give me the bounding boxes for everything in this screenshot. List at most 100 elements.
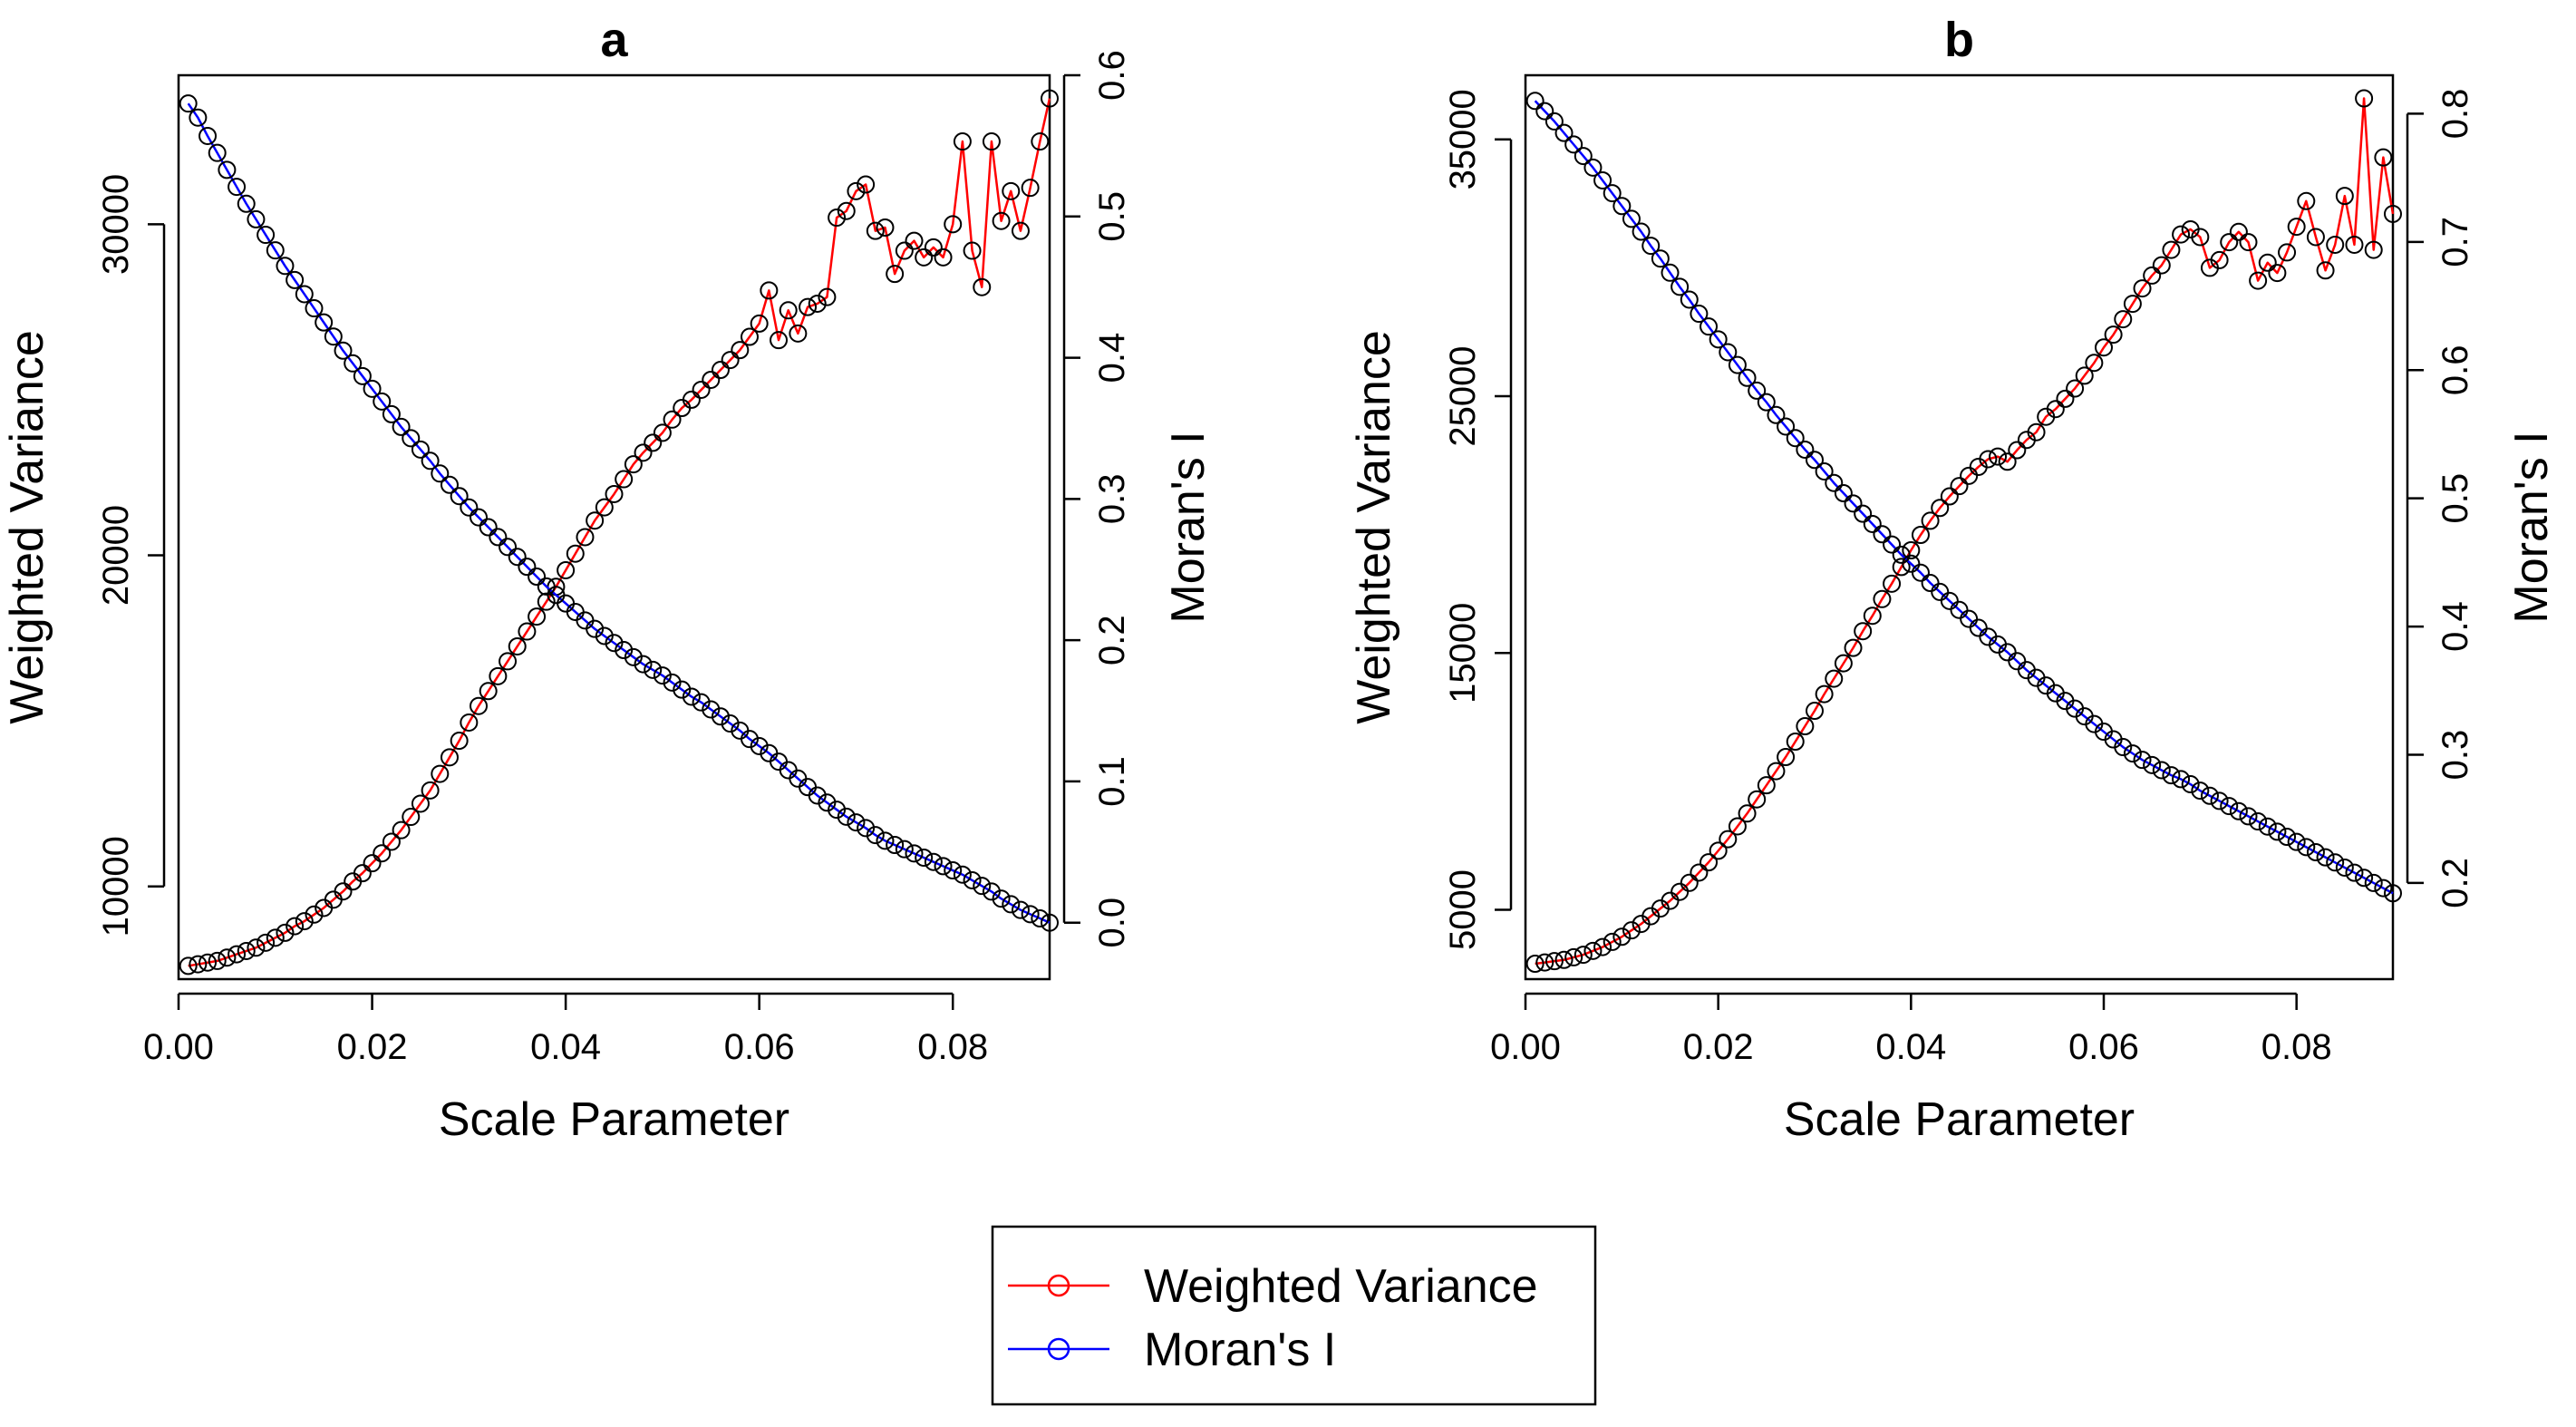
- data-point: [2229, 801, 2248, 820]
- data-point: [1902, 554, 1921, 573]
- data-point: [828, 801, 847, 820]
- data-point: [382, 832, 401, 851]
- data-point: [1806, 702, 1824, 721]
- data-point: [586, 511, 605, 530]
- data-point: [392, 417, 411, 436]
- data-point: [537, 592, 556, 611]
- plot-frame: [1524, 73, 2395, 981]
- data-point: [382, 404, 401, 423]
- data-point: [934, 857, 953, 876]
- data-point: [866, 826, 885, 845]
- data-point: [663, 410, 682, 429]
- series-moran-s-i: [1525, 92, 2402, 903]
- data-point: [1545, 952, 1564, 971]
- data-point: [1603, 932, 1622, 951]
- data-point: [2162, 240, 2181, 259]
- data-point: [2046, 400, 2065, 419]
- data-point: [1873, 525, 1892, 544]
- data-point: [1661, 263, 1680, 282]
- data-point: [837, 807, 856, 826]
- data-point: [1892, 558, 1911, 577]
- data-point: [2355, 869, 2374, 888]
- y2-tick-label: 0.7: [2436, 217, 2475, 267]
- data-point: [2220, 233, 2239, 252]
- x-axis-title: Scale Parameter: [439, 1093, 789, 1146]
- data-point: [915, 248, 934, 267]
- data-point: [711, 361, 730, 380]
- data-point: [944, 861, 963, 880]
- data-point: [237, 194, 256, 213]
- data-point: [1564, 135, 1583, 154]
- data-point: [2374, 148, 2393, 167]
- y2-tick-label: 0.4: [1092, 333, 1132, 383]
- data-point: [702, 370, 721, 389]
- x-tick-label: 0.04: [1875, 1027, 1946, 1067]
- data-point: [2278, 828, 2297, 847]
- data-point: [402, 429, 421, 448]
- data-point: [1545, 112, 1564, 131]
- x-axis-title: Scale Parameter: [1784, 1093, 2135, 1146]
- y-axis-title: Weighted Variance: [1348, 330, 1400, 724]
- data-point: [692, 380, 711, 399]
- x-tick-label: 0.06: [724, 1027, 795, 1067]
- data-point: [266, 928, 285, 947]
- data-point: [1834, 654, 1853, 673]
- data-point: [2268, 264, 2287, 283]
- data-point: [624, 455, 643, 474]
- data-point: [1998, 452, 2017, 471]
- data-point: [2152, 761, 2171, 780]
- data-point: [1728, 817, 1747, 836]
- data-point: [363, 854, 382, 873]
- legend-entry-weighted-variance: Weighted Variance: [1008, 1260, 1538, 1313]
- data-point: [1786, 429, 1805, 448]
- data-point: [1031, 909, 1050, 928]
- data-point: [2066, 379, 2085, 398]
- data-point: [199, 953, 218, 972]
- x-tick-label: 0.08: [2261, 1027, 2332, 1067]
- data-point: [276, 923, 295, 942]
- data-point: [1690, 863, 1709, 882]
- data-point: [1612, 927, 1632, 946]
- data-point: [1767, 762, 1786, 781]
- data-point: [915, 849, 934, 868]
- data-point: [1709, 841, 1728, 860]
- data-point: [924, 852, 943, 871]
- data-point: [286, 270, 305, 289]
- data-point: [247, 209, 266, 228]
- data-point: [2374, 879, 2393, 898]
- data-point: [605, 634, 624, 653]
- x-tick-label: 0.06: [2068, 1027, 2139, 1067]
- data-point: [615, 470, 634, 489]
- data-point: [1786, 733, 1805, 752]
- chart-panel-b: b 0.00 0.02 0.04 0.06 0.08 Scale Parameter 5000…: [1348, 13, 2558, 1146]
- data-point: [2133, 279, 2152, 298]
- data-point: [470, 508, 489, 527]
- data-point: [2008, 441, 2027, 460]
- y-axis-right: 0.2 0.3 0.4 0.5 0.6 0.7 0.8: [2406, 89, 2475, 908]
- data-point: [2268, 822, 2287, 841]
- data-point: [228, 178, 247, 197]
- data-point: [1525, 92, 1545, 111]
- data-point: [1041, 913, 1059, 932]
- data-point: [2123, 295, 2142, 314]
- data-point: [2210, 250, 2229, 269]
- series-moran-s-i: [179, 94, 1059, 932]
- data-point: [1883, 535, 1902, 554]
- data-point: [605, 484, 624, 503]
- data-point: [2181, 775, 2200, 794]
- data-point: [2239, 807, 2258, 826]
- data-point: [2278, 243, 2297, 262]
- data-point: [1825, 669, 1844, 688]
- data-point: [276, 257, 295, 276]
- data-point: [624, 647, 643, 666]
- data-point: [818, 793, 837, 812]
- data-point: [1002, 895, 1021, 914]
- data-point: [653, 423, 672, 442]
- data-point: [1574, 946, 1593, 965]
- data-point: [2162, 766, 2181, 785]
- y2-tick-label: 0.8: [2436, 89, 2475, 140]
- data-point: [682, 687, 701, 706]
- data-point: [411, 794, 430, 813]
- data-point: [982, 132, 1001, 151]
- data-point: [431, 464, 450, 483]
